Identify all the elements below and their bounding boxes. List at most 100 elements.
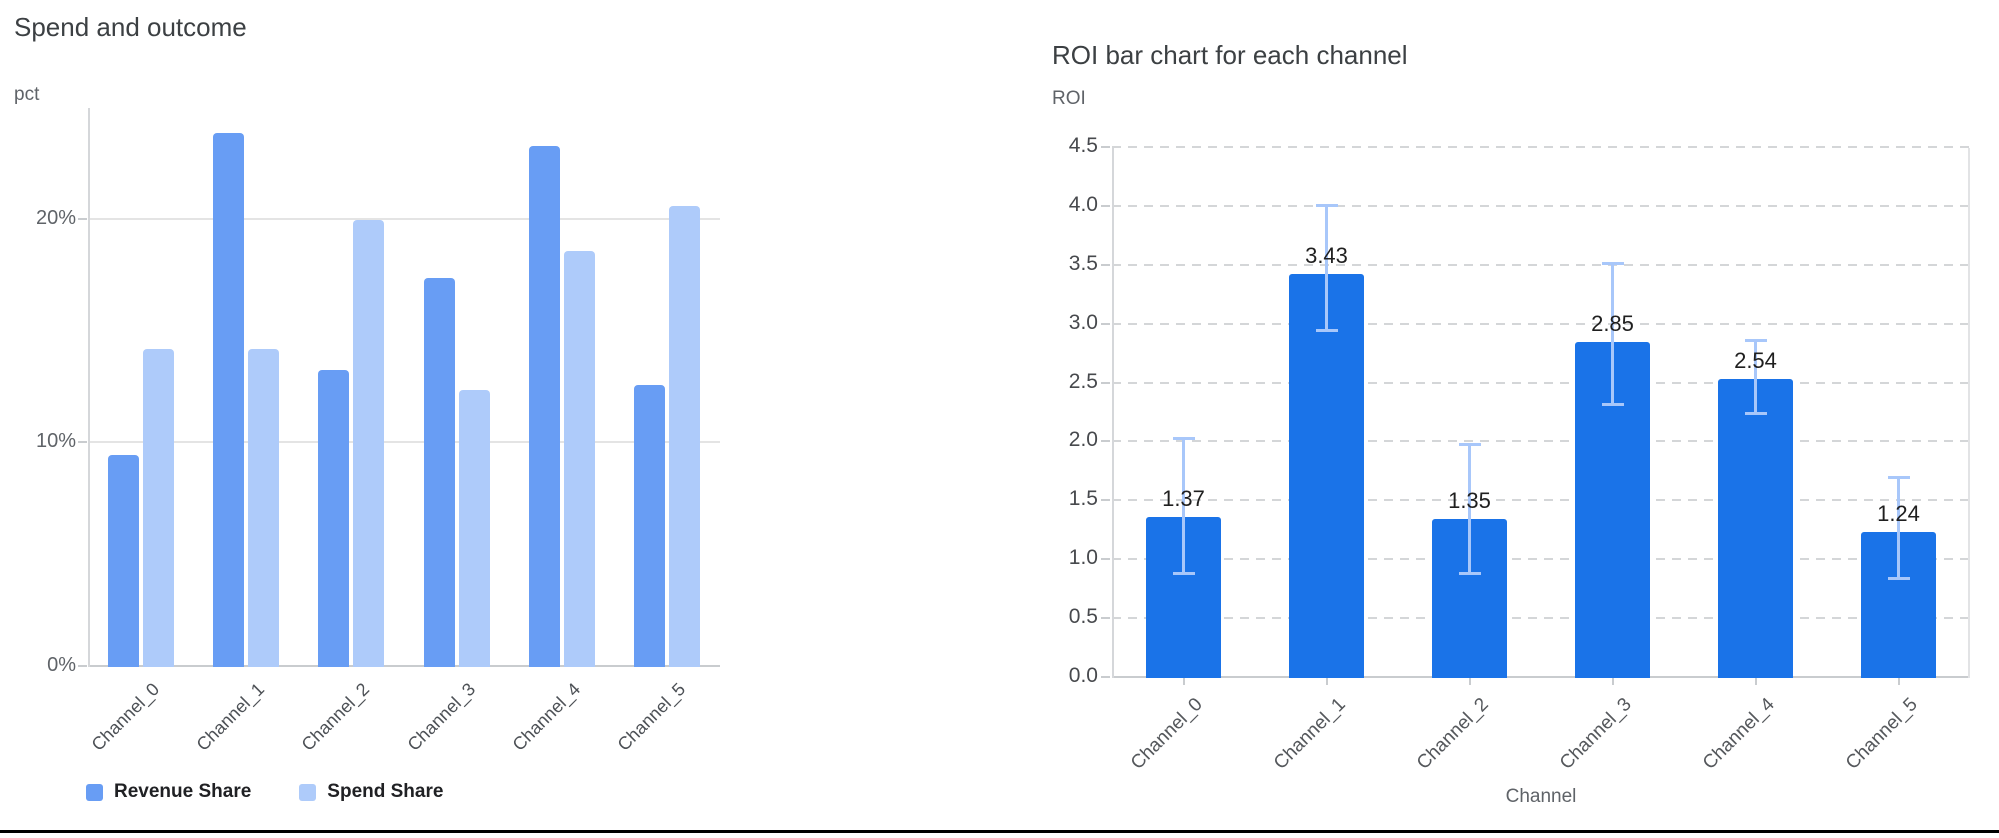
gridline-1.5 [1112,499,1970,502]
revenue-share-swatch-icon [86,783,103,801]
gridline-0.5 [1112,617,1970,620]
x-axis-label-right-channel_1: Channel_1 [1269,694,1350,774]
gridline-2.5 [1112,381,1970,384]
left-chart-legend: Revenue Share Spend Share [86,781,443,803]
left-chart-plot-area [78,108,720,667]
value-label-channel_3: 2.85 [1591,311,1634,337]
y-tick-0.5 [1101,617,1110,620]
x-axis-label-channel_3: Channel_3 [403,679,479,755]
bar-spend-share-channel_1 [248,349,279,667]
bar-roi-channel_4 [1718,378,1793,678]
legend-label-spend-share: Spend Share [327,781,444,802]
y-tick-0% [78,665,87,667]
value-label-channel_0: 1.37 [1162,485,1205,511]
right-chart-y-axis-title: ROI [1052,88,1086,109]
error-cap-bottom-channel_5 [1887,577,1910,581]
error-bar-channel_5 [1897,476,1900,580]
y-tick-3.0 [1101,322,1110,325]
x-axis-label-right-channel_3: Channel_3 [1555,694,1636,774]
y-axis-label-20%: 20% [35,206,76,229]
gridline-20% [88,217,720,220]
y-axis-label-4.0: 4.0 [1068,192,1098,216]
gridline-2.0 [1112,440,1970,443]
legend-label-revenue-share: Revenue Share [114,781,252,802]
y-tick-4.0 [1101,204,1110,207]
bar-revenue-share-channel_5 [634,385,666,667]
legend-item-spend-share: Spend Share [299,781,443,803]
bar-revenue-share-channel_1 [213,132,244,667]
bottom-divider [0,830,1999,833]
value-label-channel_2: 1.35 [1448,488,1491,513]
x-axis-label-right-channel_2: Channel_2 [1412,694,1493,774]
right-chart-plot-area: 1.37 3.43 1.35 2.85 2.54 1.24 [1101,146,1970,685]
error-cap-top-channel_1 [1315,203,1338,207]
x-tick-channel_0 [1182,678,1185,685]
y-axis-label-1.5: 1.5 [1068,487,1098,511]
x-axis-label-channel_0: Channel_0 [87,679,163,755]
spend-share-swatch-icon [299,783,317,801]
bar-spend-share-channel_0 [142,349,174,667]
error-cap-top-channel_4 [1744,338,1767,342]
legend-item-revenue-share: Revenue Share [86,781,251,803]
value-label-channel_1: 3.43 [1305,243,1348,269]
error-cap-bottom-channel_2 [1458,572,1481,576]
y-tick-2.0 [1101,440,1110,443]
y-axis-label-2.5: 2.5 [1068,369,1098,393]
error-bar-channel_3 [1611,263,1614,405]
left-chart-y-axis-title: pct [14,84,40,105]
gridline-3.0 [1112,322,1970,325]
left-chart-y-axis-line [88,108,90,667]
bar-spend-share-channel_4 [564,251,595,667]
x-tick-channel_1 [1325,678,1328,685]
y-tick-1.5 [1101,499,1110,502]
error-cap-top-channel_0 [1172,436,1195,440]
y-tick-10% [78,441,87,444]
gridline-3.5 [1112,263,1970,266]
bar-revenue-share-channel_4 [529,146,560,667]
gridline-4.0 [1112,204,1970,207]
y-tick-4.5 [1101,146,1110,148]
y-tick-1.0 [1101,558,1110,561]
right-chart-y-axis-line [1112,148,1114,678]
x-axis-label-right-channel_5: Channel_5 [1841,694,1922,774]
y-tick-2.5 [1101,381,1110,384]
x-axis-label-right-channel_4: Channel_4 [1698,694,1779,774]
x-axis-label-right-channel_0: Channel_0 [1126,694,1207,774]
y-axis-label-1.0: 1.0 [1068,546,1098,570]
error-bar-channel_4 [1754,339,1757,415]
error-cap-bottom-channel_1 [1315,328,1338,332]
x-tick-channel_4 [1754,678,1757,685]
gridline-10% [88,441,720,444]
gridline-1.0 [1112,558,1970,561]
error-cap-top-channel_2 [1458,442,1481,446]
error-cap-top-channel_3 [1601,262,1624,266]
x-axis-label-channel_2: Channel_2 [297,679,374,755]
error-bar-channel_1 [1325,204,1328,331]
y-tick-3.5 [1101,263,1110,266]
right-chart-title: ROI bar chart for each channel [1052,40,1408,70]
y-axis-label-10%: 10% [35,430,76,453]
right-chart-x-axis-title: Channel [1505,786,1577,807]
y-tick-0.0 [1101,676,1110,678]
bar-revenue-share-channel_2 [318,369,350,667]
x-tick-channel_2 [1468,678,1471,685]
bar-spend-share-channel_3 [458,389,490,667]
x-tick-channel_3 [1611,678,1614,685]
gridline-0.0 [1112,676,1970,678]
right-chart-right-border [1968,148,1970,678]
value-label-channel_4: 2.54 [1734,347,1777,373]
error-cap-top-channel_5 [1887,475,1910,479]
y-axis-label-2.0: 2.0 [1068,428,1098,452]
y-axis-label-0%: 0% [47,654,76,676]
bar-spend-share-channel_5 [669,206,701,667]
error-bar-channel_0 [1182,437,1185,575]
x-tick-channel_5 [1897,678,1900,685]
bar-revenue-share-channel_0 [107,454,139,667]
y-axis-label-0.5: 0.5 [1068,605,1098,629]
y-axis-label-4.5: 4.5 [1068,134,1098,157]
error-cap-bottom-channel_0 [1172,572,1195,576]
y-tick-20% [78,217,87,220]
y-axis-label-3.5: 3.5 [1068,251,1098,275]
y-axis-label-0.0: 0.0 [1068,664,1098,687]
